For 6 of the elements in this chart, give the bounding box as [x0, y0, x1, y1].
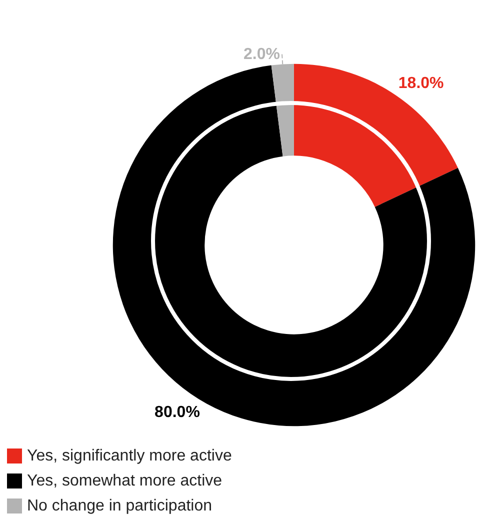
legend-label: No change in participation [27, 498, 212, 514]
legend-label: Yes, somewhat more active [27, 472, 222, 490]
legend-label: Yes, significantly more active [27, 448, 232, 464]
data-label: 2.0% [244, 46, 280, 63]
data-label: 18.0% [398, 75, 444, 92]
data-label: 80.0% [154, 404, 200, 421]
